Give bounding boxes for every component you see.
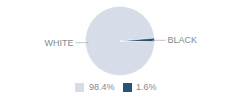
svg-text:WHITE: WHITE [45, 38, 74, 48]
html-text:1.6%: 1.6% [136, 82, 157, 92]
svg-text:BLACK: BLACK [167, 35, 197, 45]
html-text:98.4%: 98.4% [89, 82, 115, 92]
